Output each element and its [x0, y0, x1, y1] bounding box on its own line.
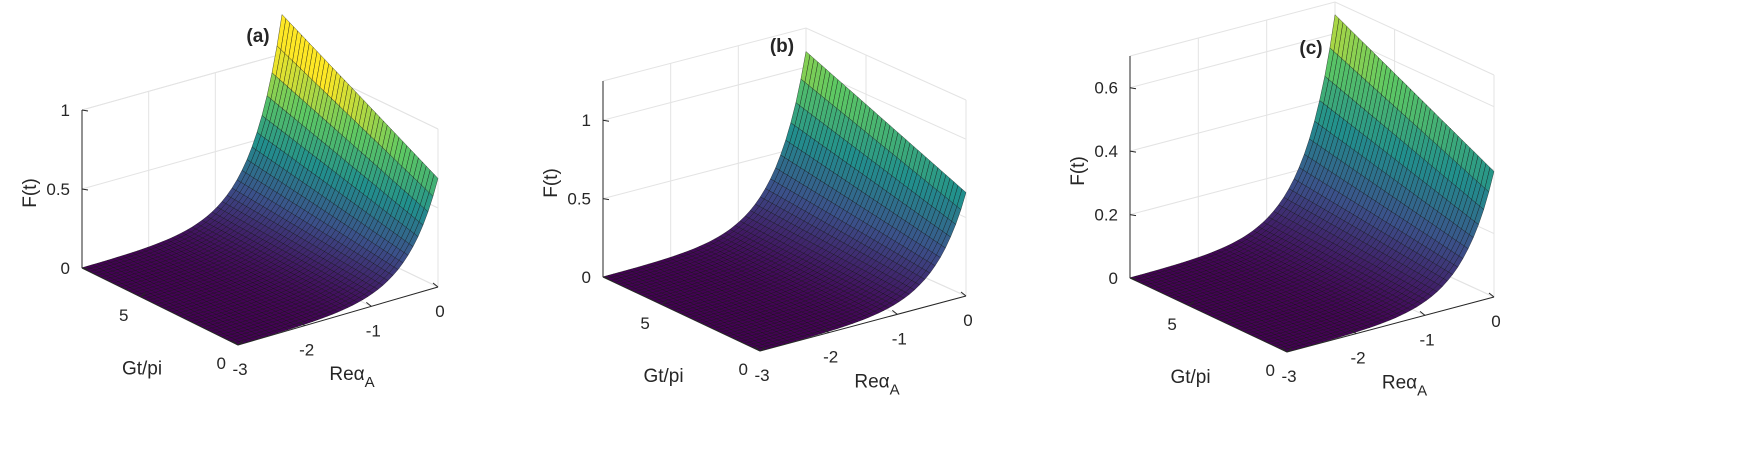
x-axis-label: Gt/pi: [122, 359, 162, 380]
z-tick-label: 0: [61, 259, 70, 278]
z-tick-label: 0.5: [46, 180, 70, 199]
z-tick: [1129, 150, 1137, 153]
z-tick-label: 1: [582, 111, 591, 130]
z-tick-label: 0.4: [1094, 142, 1118, 161]
y-axis-label: ReαA: [1382, 373, 1427, 400]
y-tick-label: -2: [1350, 349, 1365, 368]
z-tick-label: 0: [1109, 269, 1118, 288]
y-tick-label: -2: [823, 348, 838, 367]
z-tick-label: 0.5: [567, 190, 591, 209]
x-axis-label: Gt/pi: [1170, 367, 1210, 388]
panel-title: (c): [1299, 38, 1322, 59]
y-tick-label: 0: [963, 311, 972, 330]
x-tick-label: 0: [1266, 361, 1275, 380]
panel-2: 0 0.2 0.4 0.6 0 5 -3 -2 -1 0 (c) F(t) Gt/pi ReαA: [1068, 1, 1501, 400]
y-tick-label: -3: [1281, 367, 1296, 386]
surface: [602, 51, 967, 352]
z-tick-label: 0.2: [1094, 206, 1118, 225]
z-axis-label: F(t): [1068, 156, 1089, 186]
panel-title: (a): [246, 26, 269, 47]
z-tick: [602, 198, 610, 201]
z-tick: [81, 109, 89, 112]
x-tick-label: 0: [217, 354, 226, 373]
y-tick-label: -1: [366, 321, 381, 340]
y-axis-label: ReαA: [329, 364, 374, 391]
z-tick: [81, 188, 89, 191]
panel-title: (b): [770, 36, 794, 57]
z-tick: [1129, 87, 1137, 90]
z-tick-label: 0.6: [1094, 79, 1118, 98]
y-tick-label: 0: [1491, 312, 1500, 331]
surface: [1129, 14, 1495, 353]
z-tick: [602, 119, 610, 122]
x-tick-label: 0: [739, 360, 748, 379]
y-tick-label: -2: [299, 341, 314, 360]
x-tick-label: 5: [119, 306, 128, 325]
y-tick-label: -1: [1419, 330, 1434, 349]
panel-1: 0 0.5 1 0 5 -3 -2 -1 0 (b) F(t) Gt/pi ReαA: [541, 27, 973, 399]
panel-0: 0 0.5 1 0 5 -3 -2 -1 0 (a) F(t) Gt/pi ReαA: [20, 13, 445, 391]
x-tick-label: 5: [1167, 315, 1176, 334]
z-tick-label: 1: [61, 101, 70, 120]
x-axis-label: Gt/pi: [643, 366, 683, 387]
y-tick-label: -3: [232, 360, 247, 379]
z-axis-label: F(t): [541, 168, 562, 198]
z-tick-label: 0: [582, 268, 591, 287]
y-axis-label: ReαA: [854, 372, 899, 399]
y-tick-label: 0: [435, 302, 444, 321]
surface: [81, 13, 439, 346]
y-tick-label: -1: [892, 329, 907, 348]
z-axis-label: F(t): [20, 178, 41, 208]
z-tick: [1129, 214, 1137, 217]
x-tick-label: 5: [640, 314, 649, 333]
y-tick-label: -3: [754, 366, 769, 385]
